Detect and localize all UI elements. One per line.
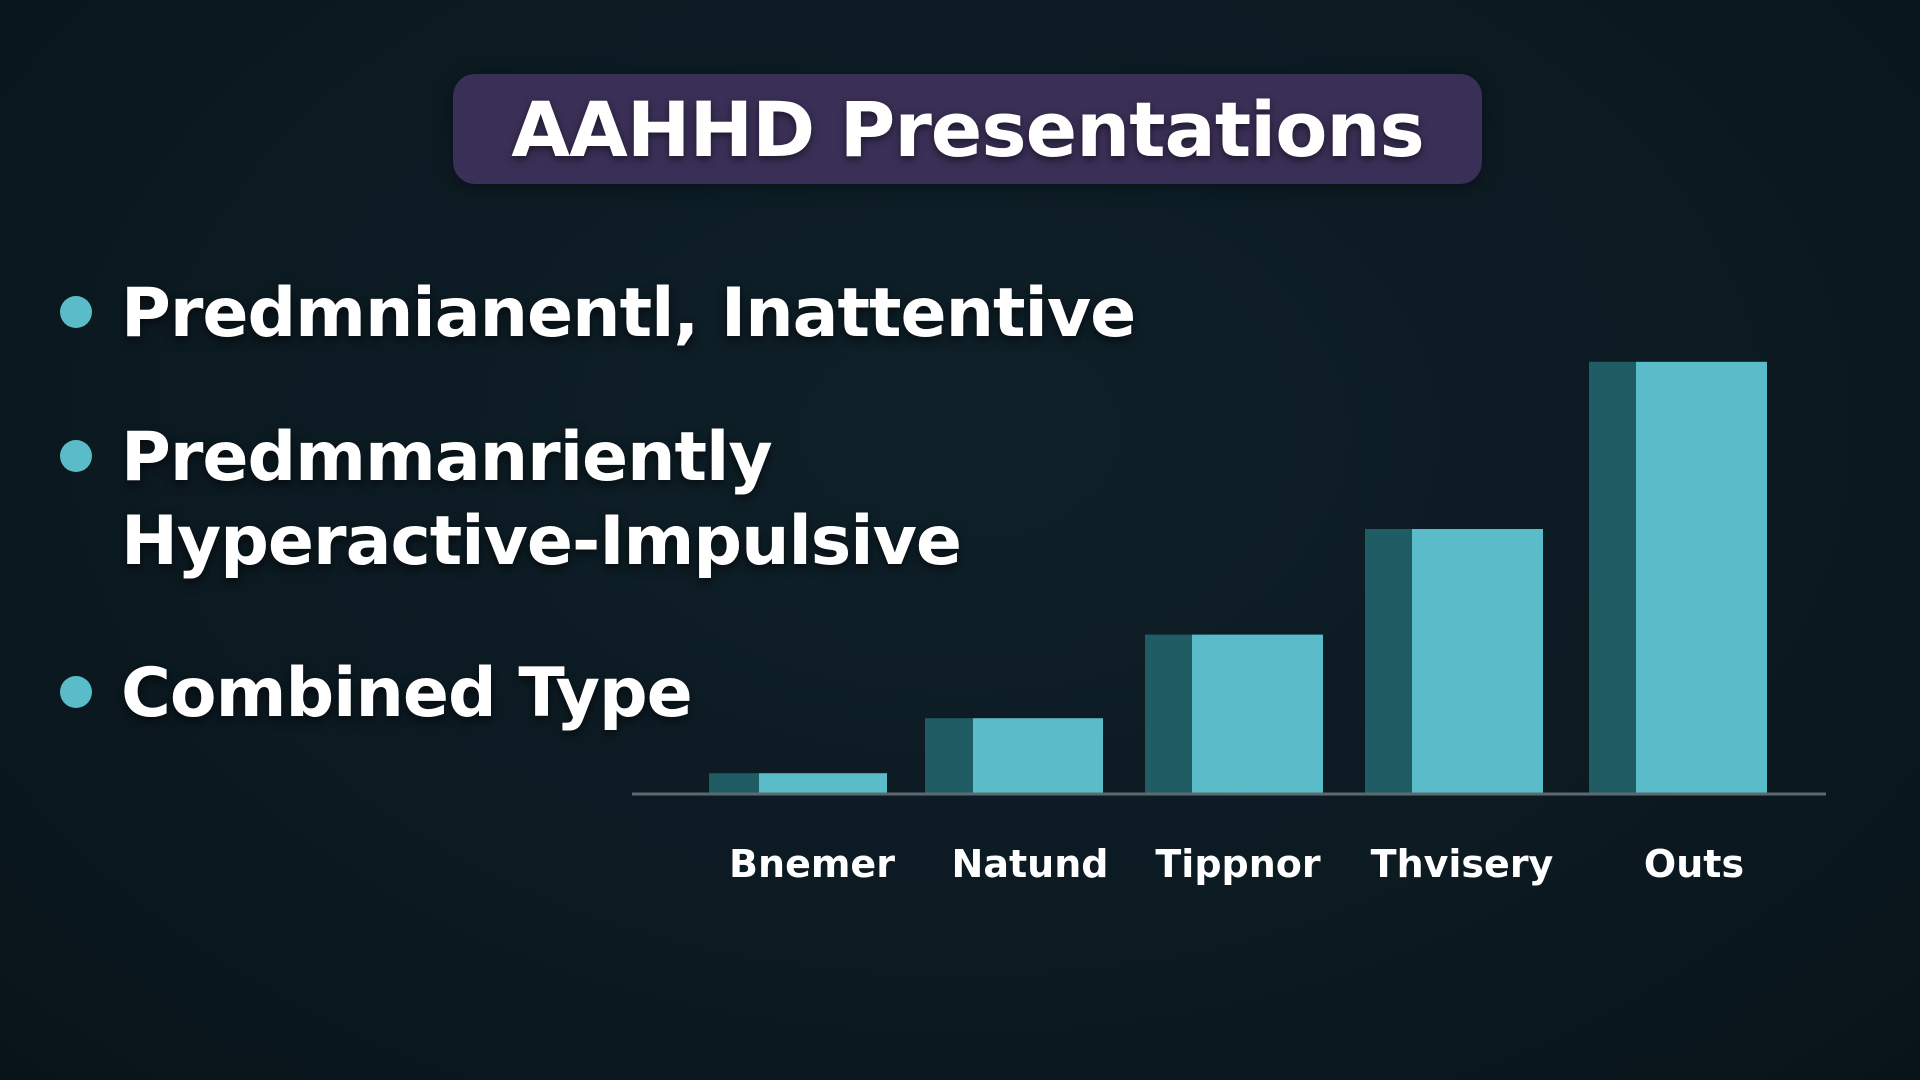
bullet-dot-icon bbox=[60, 676, 92, 708]
x-tick-labels: Bnemer Natund Tippnor Thvisery Outs bbox=[729, 842, 1744, 886]
bar-2 bbox=[1192, 634, 1323, 793]
bullet-text: Predmnianentl, Inattentive bbox=[121, 272, 1136, 356]
bullet-line: Predmmanriently bbox=[121, 418, 773, 497]
bar-1 bbox=[973, 718, 1103, 793]
bullet-text: Predmmanriently Hyperactive-Impulsive bbox=[121, 416, 962, 584]
bar-3 bbox=[1412, 529, 1543, 793]
x-tick-label-3: Thvisery bbox=[1371, 842, 1554, 886]
bar-side-1 bbox=[925, 718, 973, 793]
bullet-item: Combined Type bbox=[60, 652, 693, 736]
bar-group bbox=[709, 361, 1767, 793]
bullet-item: Predmnianentl, Inattentive bbox=[60, 272, 1136, 356]
x-tick-label-2: Tippnor bbox=[1155, 842, 1321, 886]
bullet-dot-icon bbox=[60, 296, 92, 328]
bar-0 bbox=[759, 773, 887, 793]
bullet-line: Predmnianentl, Inattentive bbox=[121, 274, 1136, 353]
bar-side-4 bbox=[1589, 361, 1636, 793]
x-tick-label-0: Bnemer bbox=[729, 842, 895, 886]
bullet-dot-icon bbox=[60, 440, 92, 472]
bar-side-2 bbox=[1145, 634, 1192, 793]
title-banner: AAHHD Presentations bbox=[453, 74, 1482, 184]
bullet-line: Combined Type bbox=[121, 654, 693, 733]
x-tick-label-1: Natund bbox=[952, 842, 1109, 886]
bar-4 bbox=[1636, 361, 1767, 793]
x-tick-label-4: Outs bbox=[1644, 842, 1744, 886]
bullet-line: Hyperactive-Impulsive bbox=[121, 502, 962, 581]
bullet-item: Predmmanriently Hyperactive-Impulsive bbox=[60, 416, 962, 584]
slide-title: AAHHD Presentations bbox=[511, 84, 1425, 174]
bar-side-0 bbox=[709, 773, 759, 793]
bullet-text: Combined Type bbox=[121, 652, 693, 736]
bar-side-3 bbox=[1365, 529, 1412, 793]
